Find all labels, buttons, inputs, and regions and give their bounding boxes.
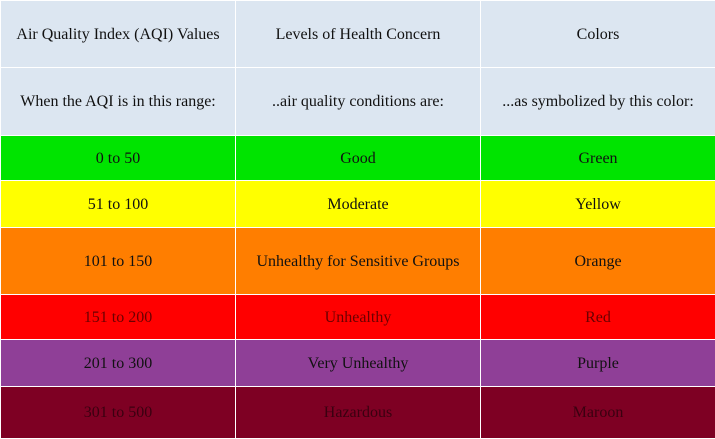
health-level-cell: Unhealthy [236,295,481,340]
aqi-range-cell: 151 to 200 [1,295,236,340]
aqi-range-cell: 51 to 100 [1,181,236,228]
health-level-cell: Very Unhealthy [236,340,481,387]
aqi-range-cell: 0 to 50 [1,136,236,181]
subheader-conditions: ..air quality conditions are: [236,68,481,136]
subheader-row: When the AQI is in this range: ..air qua… [1,68,715,136]
subheader-color: ...as symbolized by this color: [481,68,715,136]
header-aqi-values: Air Quality Index (AQI) Values [1,1,236,68]
health-level-cell: Hazardous [236,387,481,439]
health-level-cell: Moderate [236,181,481,228]
color-name-cell: Purple [481,340,715,387]
header-colors: Colors [481,1,715,68]
table-row-moderate: 51 to 100 Moderate Yellow [1,181,715,228]
aqi-range-cell: 201 to 300 [1,340,236,387]
aqi-range-cell: 101 to 150 [1,228,236,295]
table-row-hazardous: 301 to 500 Hazardous Maroon [1,387,715,439]
color-name-cell: Maroon [481,387,715,439]
color-name-cell: Orange [481,228,715,295]
health-level-cell: Unhealthy for Sensitive Groups [236,228,481,295]
color-name-cell: Red [481,295,715,340]
color-name-cell: Green [481,136,715,181]
subheader-range: When the AQI is in this range: [1,68,236,136]
table-row-unhealthy: 151 to 200 Unhealthy Red [1,295,715,340]
table-row-good: 0 to 50 Good Green [1,136,715,181]
header-health-concern: Levels of Health Concern [236,1,481,68]
header-row: Air Quality Index (AQI) Values Levels of… [1,1,715,68]
table-row-unhealthy-sensitive: 101 to 150 Unhealthy for Sensitive Group… [1,228,715,295]
table-row-very-unhealthy: 201 to 300 Very Unhealthy Purple [1,340,715,387]
color-name-cell: Yellow [481,181,715,228]
aqi-range-cell: 301 to 500 [1,387,236,439]
health-level-cell: Good [236,136,481,181]
